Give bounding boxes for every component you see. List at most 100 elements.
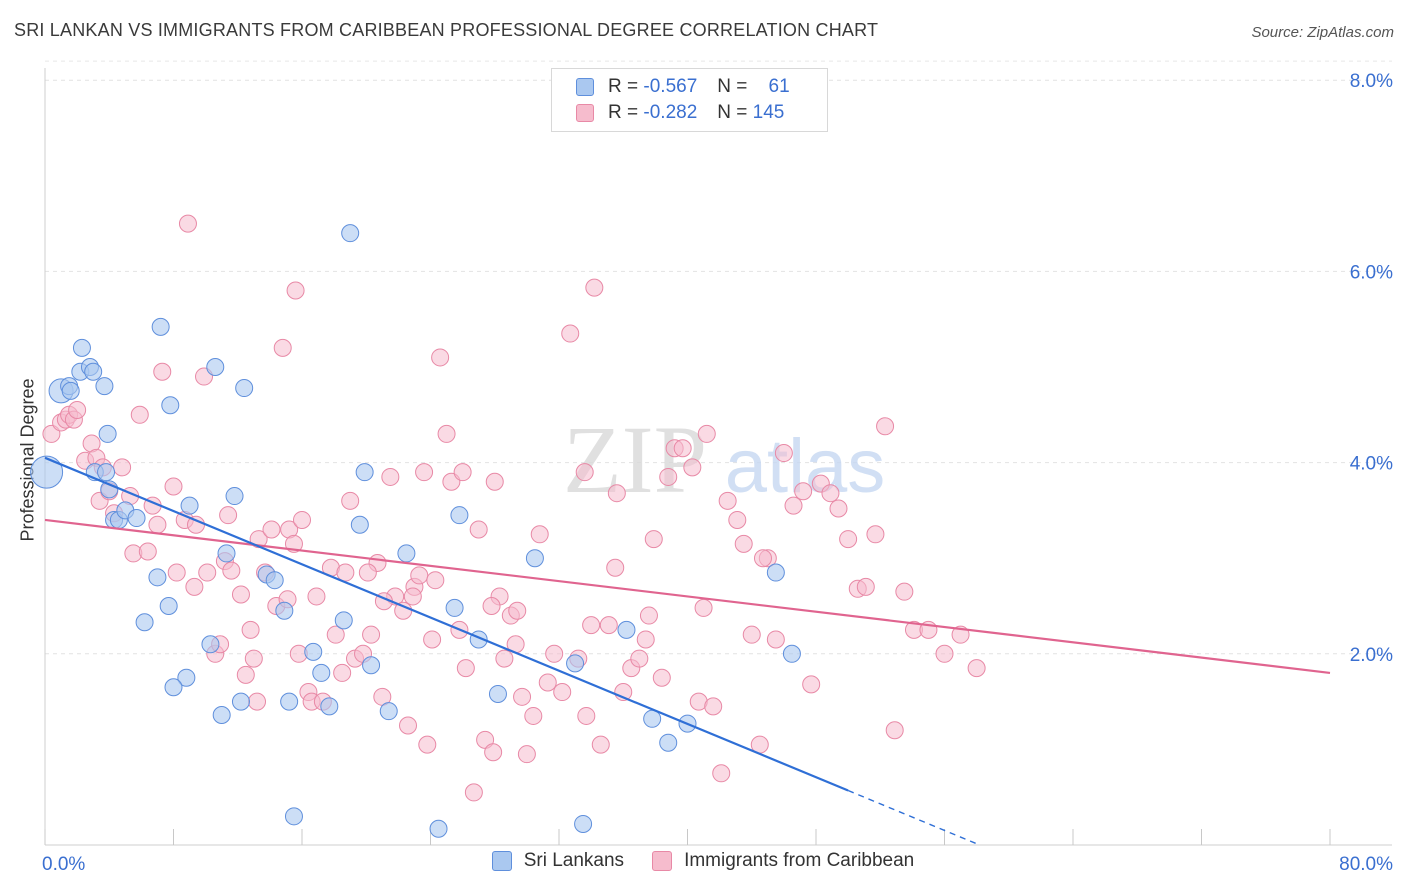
sri-lankan-point — [429, 819, 448, 838]
sri-lankan-point — [379, 702, 398, 721]
caribbean-point — [659, 467, 678, 486]
sri-lankan-point — [280, 692, 299, 711]
sri-lankans-swatch — [576, 78, 594, 96]
sri-lankan-point — [135, 613, 154, 632]
caribbean-point — [336, 563, 355, 582]
n-value: 145 — [752, 102, 785, 123]
caribbean-point — [585, 278, 604, 297]
caribbean-point — [734, 534, 753, 553]
sri-lankan-point — [127, 509, 146, 528]
x-tick-label-max: 80.0% — [1339, 854, 1393, 875]
caribbean-point — [697, 424, 716, 443]
caribbean-point — [607, 484, 626, 503]
tick-labels: 2.0% 4.0% 6.0% 8.0% 0.0% 80.0% — [42, 71, 1393, 875]
caribbean-point — [495, 649, 514, 668]
caribbean-point — [856, 577, 875, 596]
caribbean-point — [326, 625, 345, 644]
caribbean-point — [524, 706, 543, 725]
caribbean-point — [636, 630, 655, 649]
caribbean-point — [575, 463, 594, 482]
caribbean-point — [766, 630, 785, 649]
legend-label: Immigrants from Caribbean — [684, 850, 915, 871]
caribbean-point — [704, 697, 723, 716]
sri-lankan-point — [320, 697, 339, 716]
caribbean-point — [673, 439, 692, 458]
caribbean-point — [545, 644, 564, 663]
caribbean-point — [219, 506, 238, 525]
sri-lankan-point — [212, 705, 231, 724]
caribbean-point — [249, 530, 268, 549]
caribbean-point — [577, 706, 596, 725]
caribbean-point — [694, 598, 713, 617]
caribbean-point — [967, 659, 986, 678]
caribbean-point — [153, 362, 172, 381]
caribbean-point — [774, 444, 793, 463]
sri-lankan-point — [180, 496, 199, 515]
caribbean-point — [482, 597, 501, 615]
sri-lankans-legend-swatch — [491, 851, 512, 871]
caribbean-point — [829, 499, 848, 518]
r-label: R = — [608, 76, 639, 97]
caribbean-point — [222, 561, 241, 580]
caribbean-point — [113, 458, 132, 477]
caribbean-point — [231, 585, 250, 604]
caribbean-point — [742, 625, 761, 644]
caribbean-point — [423, 630, 442, 649]
sri-lankan-point — [151, 317, 170, 336]
sri-lankan-point — [217, 544, 236, 563]
sri-lankan-point — [525, 549, 544, 568]
caribbean-point — [415, 463, 434, 482]
sri-lankan-point — [164, 678, 183, 697]
caribbean-point — [244, 649, 263, 668]
caribbean-point — [362, 625, 381, 644]
caribbean-point — [358, 563, 377, 582]
sri-lankan-point — [275, 601, 294, 620]
r-value: -0.282 — [643, 102, 698, 123]
sri-lankan-point — [450, 506, 469, 525]
stats-row-caribbean: R = -0.282 N = 145 — [576, 101, 784, 125]
legend-item-caribbean[interactable]: Immigrants from Caribbean — [652, 850, 914, 872]
caribbean-point — [866, 525, 885, 544]
sri-lankan-point — [177, 668, 196, 687]
caribbean-point — [403, 587, 422, 606]
caribbean-point — [307, 587, 326, 606]
caribbean-point — [639, 606, 658, 625]
caribbean-point — [241, 620, 260, 639]
legend-item-sri-lankans[interactable]: Sri Lankans — [491, 850, 625, 872]
caribbean-point — [606, 558, 625, 577]
sri-lankan-point — [312, 663, 331, 682]
caribbean-point — [513, 687, 532, 706]
caribbean-points — [42, 214, 986, 802]
caribbean-point — [683, 458, 702, 477]
sri-lankan-point — [148, 568, 167, 587]
caribbean-point — [286, 281, 305, 300]
caribbean-point — [652, 668, 671, 687]
sri-lankan-point — [225, 487, 244, 506]
y-tick-label: 8.0% — [1350, 71, 1393, 92]
series-legend: Sri Lankans Immigrants from Caribbean — [0, 850, 1406, 872]
chart-title: SRI LANKAN VS IMMIGRANTS FROM CARIBBEAN … — [14, 20, 879, 40]
caribbean-point — [453, 463, 472, 482]
r-label: R = — [608, 102, 639, 123]
caribbean-point — [138, 542, 157, 561]
sri-lankan-point — [350, 515, 369, 534]
sri-lankan-point — [95, 377, 114, 396]
sri-lankan-point — [235, 379, 254, 398]
caribbean-point — [876, 417, 895, 436]
sri-lankan-points — [30, 224, 801, 838]
caribbean-point — [185, 577, 204, 596]
caribbean-point — [784, 496, 803, 515]
caribbean-point — [381, 467, 400, 486]
caribbean-point — [794, 482, 813, 501]
caribbean-point — [530, 525, 549, 544]
caribbean-point — [464, 783, 483, 802]
legend-label: Sri Lankans — [523, 850, 625, 871]
caribbean-point — [399, 716, 418, 735]
caribbean-point — [485, 472, 504, 491]
sri-lankan-point — [231, 692, 250, 711]
caribbean-point — [561, 324, 580, 343]
caribbean-point — [821, 484, 840, 503]
sri-lankan-point — [659, 733, 678, 752]
caribbean-point — [426, 571, 445, 590]
